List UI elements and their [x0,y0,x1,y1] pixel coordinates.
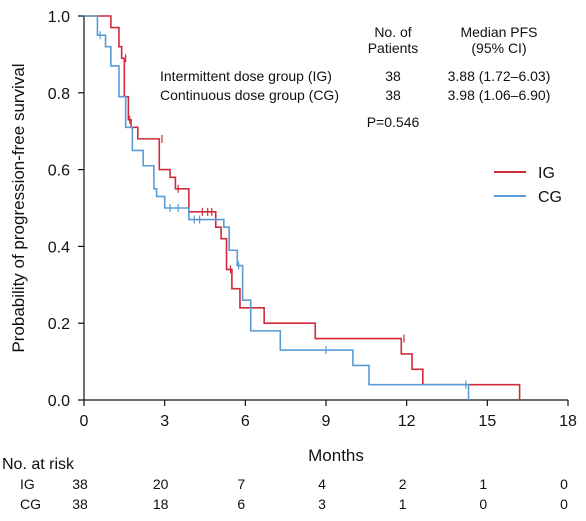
risk-value: 3 [318,496,326,512]
header-patients-line1: No. of [374,24,411,40]
risk-value: 18 [153,496,169,512]
row-cg-patients: 38 [385,87,401,103]
x-tick-label: 15 [478,413,496,430]
row-ig-patients: 38 [385,68,401,84]
risk-value: 6 [237,496,245,512]
header-patients-line2: Patients [368,40,419,56]
y-tick-label: 0.2 [48,316,70,333]
header-median-line1: Median PFS [460,24,537,40]
tick-labels: 0 3 6 9 12 15 18 0.0 0.2 0.4 0.6 0.8 1.0 [48,9,577,430]
row-ig-group: Intermittent dose group (IG) [160,68,332,84]
y-tick-label: 0.0 [48,393,70,410]
risk-value: 1 [479,476,487,492]
y-tick-label: 0.8 [48,86,70,103]
risk-value: 1 [399,496,407,512]
row-ig-median: 3.88 (1.72–6.03) [448,68,551,84]
risk-value: 0 [560,496,568,512]
risk-value: 0 [560,476,568,492]
y-tick-label: 0.6 [48,163,70,180]
censor-marks [99,31,467,389]
axes [78,15,569,406]
risk-value: 7 [237,476,245,492]
risk-value: 0 [479,496,487,512]
risk-value: 4 [318,476,326,492]
y-tick-label: 0.4 [48,239,70,256]
y-axis-label: Probability of progression-free survival [9,63,28,352]
y-tick-label: 1.0 [48,9,70,26]
legend-label-cg: CG [538,189,562,206]
x-tick-label: 6 [241,413,250,430]
legend: IG CG [494,165,562,206]
risk-value: 38 [72,496,88,512]
x-tick-label: 3 [160,413,169,430]
risk-table-title: No. at risk [2,456,75,473]
header-median-line2: (95% CI) [471,40,526,56]
curve-cg [84,15,470,400]
x-tick-label: 12 [398,413,416,430]
risk-row-label: CG [20,496,41,512]
x-axis-label: Months [308,446,364,465]
risk-table: No. at risk IG 38 20 7 4 2 1 0 CG 38 18 6 3 1 0 0 [2,456,568,512]
x-tick-label: 9 [322,413,331,430]
p-value: P=0.546 [367,114,420,130]
risk-row-label: IG [20,476,35,492]
risk-value: 38 [72,476,88,492]
row-cg-group: Continuous dose group (CG) [160,87,339,103]
risk-value: 20 [153,476,169,492]
x-tick-label: 18 [559,413,577,430]
risk-value: 2 [399,476,407,492]
x-tick-label: 0 [80,413,89,430]
stats-table: No. of Patients Median PFS (95% CI) Inte… [160,24,550,130]
legend-label-ig: IG [538,165,555,182]
row-cg-median: 3.98 (1.06–6.90) [448,87,551,103]
